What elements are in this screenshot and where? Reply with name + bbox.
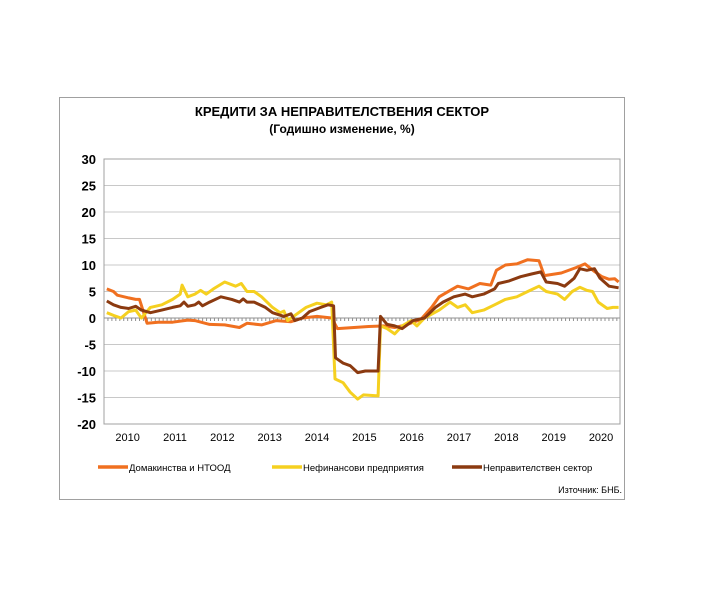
legend-label-1: Нефинансови предприятия	[303, 463, 424, 474]
y-tick-label: 20	[82, 205, 96, 220]
y-tick-label: 0	[89, 311, 96, 326]
legend-label-2: Неправителствен сектор	[483, 463, 592, 474]
y-tick-label: -15	[77, 391, 96, 406]
y-tick-label: -20	[77, 417, 96, 432]
y-tick-label: 10	[82, 258, 96, 273]
y-tick-label: 30	[82, 152, 96, 167]
y-tick-label: 5	[89, 285, 96, 300]
plot-area	[103, 158, 621, 425]
chart-title: КРЕДИТИ ЗА НЕПРАВИТЕЛСТВЕНИЯ СЕКТОР	[194, 104, 490, 119]
x-tick-label: 2020	[589, 432, 613, 444]
x-tick-label: 2015	[352, 432, 376, 444]
y-tick-label: 25	[82, 179, 96, 194]
chart-subtitle: (Годишно изменение, %)	[269, 122, 415, 136]
x-tick-label: 2016	[399, 432, 423, 444]
y-tick-label: -5	[84, 338, 96, 353]
series-line-2	[106, 267, 619, 375]
x-tick-label: 2017	[447, 432, 471, 444]
x-tick-label: 2018	[494, 432, 518, 444]
y-tick-label: -10	[77, 364, 96, 379]
y-tick-label: 15	[82, 232, 96, 247]
x-tick-label: 2019	[541, 432, 565, 444]
source-note: Източник: БНБ.	[558, 485, 622, 495]
x-tick-label: 2013	[257, 432, 281, 444]
x-tick-label: 2010	[115, 432, 139, 444]
x-tick-label: 2012	[210, 432, 234, 444]
x-tick-label: 2011	[163, 432, 187, 444]
chart-frame	[59, 97, 625, 500]
series-line-1	[106, 280, 619, 401]
x-tick-label: 2014	[305, 432, 329, 444]
legend-label-0: Домакинства и НТООД	[129, 463, 231, 474]
